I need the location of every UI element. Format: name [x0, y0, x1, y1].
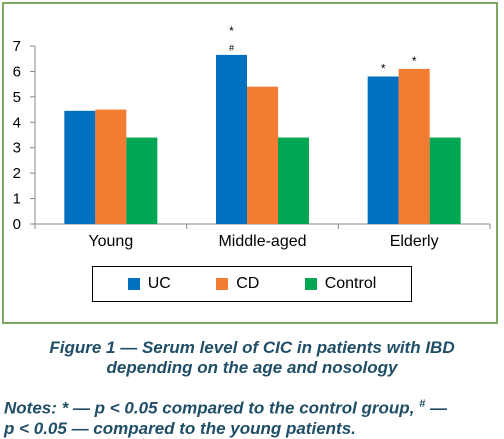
bar-control-middle-aged	[278, 137, 309, 224]
significance-star-mark: *	[412, 54, 417, 68]
y-tick-label: 3	[13, 140, 21, 157]
legend-swatch-cd	[216, 278, 229, 290]
bar-cd-middle-aged	[247, 86, 278, 224]
y-tick-label: 4	[13, 114, 21, 131]
notes-line1: Notes: * — p < 0.05 compared to the cont…	[4, 394, 500, 419]
bar-uc-young	[64, 110, 96, 224]
legend: UC CD Control	[92, 266, 412, 302]
figure-notes: Notes: * — p < 0.05 compared to the cont…	[4, 394, 500, 439]
bar-control-elderly	[429, 137, 461, 224]
significance-star-mark: *	[381, 62, 386, 76]
legend-label-control: Control	[324, 275, 377, 292]
y-tick-label: 1	[13, 191, 21, 208]
y-tick-label: 2	[13, 165, 21, 182]
legend-item-cd: CD	[216, 275, 259, 293]
bar-control-young	[126, 137, 158, 224]
y-tick-label: 0	[13, 216, 21, 233]
x-category-label: Young	[88, 233, 133, 250]
legend-label-cd: CD	[236, 275, 260, 292]
y-tick-label: 7	[13, 38, 21, 55]
legend-label-uc: UC	[147, 275, 171, 292]
figure-caption-line1: Figure 1 — Serum level of CIC in patient…	[49, 338, 455, 357]
y-tick-label: 5	[13, 89, 21, 106]
y-tick-label: 6	[13, 63, 21, 80]
figure-caption-line2: depending on the age and nosology	[106, 358, 398, 377]
notes-line1-sup: #	[419, 398, 426, 410]
legend-item-uc: UC	[127, 275, 171, 293]
notes-line1-suffix: —	[425, 398, 447, 418]
significance-star-mark: *	[229, 24, 234, 38]
figure-caption: Figure 1 — Serum level of CIC in patient…	[0, 338, 504, 378]
significance-hash-mark: #	[229, 43, 234, 53]
bar-cd-young	[95, 109, 127, 224]
notes-line2: p < 0.05 — compared to the young patient…	[4, 418, 356, 438]
legend-item-control: Control	[304, 275, 377, 293]
legend-swatch-uc	[127, 278, 140, 290]
bar-uc-elderly	[367, 76, 399, 224]
bar-cd-elderly	[398, 68, 430, 224]
chart-plot: 0 1 2 3 4 5 6 7 Young Middle-aged Elderly # * * *	[13, 24, 491, 250]
x-category-label: Middle-aged	[218, 233, 306, 250]
legend-swatch-control	[304, 278, 317, 290]
x-category-label: Elderly	[390, 233, 439, 250]
notes-line1-prefix: Notes: * — p < 0.05 compared to the cont…	[4, 398, 420, 418]
bar-uc-middle-aged	[216, 54, 247, 225]
